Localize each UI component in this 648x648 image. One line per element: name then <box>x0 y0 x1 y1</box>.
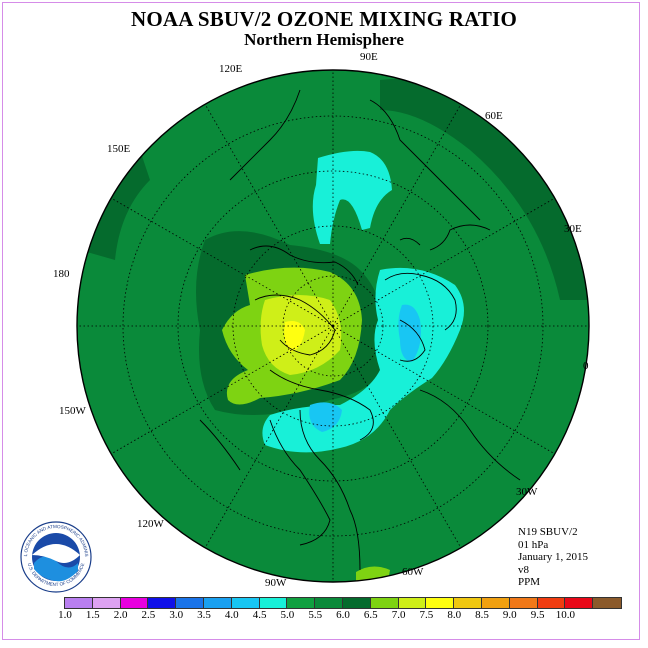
lon-label-90w: 90W <box>265 577 287 589</box>
colorbar-tick-label: 8.0 <box>447 609 462 621</box>
colorbar-swatch <box>148 598 177 608</box>
pressure-level: 01 hPa <box>518 538 549 551</box>
noaa-logo: NOAA NATIONAL OCEANIC AND ATMOSPHERIC AD… <box>20 521 92 593</box>
ozone-field <box>77 70 589 582</box>
colorbar-tick-label: 6.0 <box>336 609 350 621</box>
colorbar-swatch <box>203 598 232 608</box>
colorbar-swatch <box>259 598 288 608</box>
ozone-band-7.5 <box>284 321 305 352</box>
colorbar-swatch <box>426 598 455 608</box>
date-label: January 1, 2015 <box>518 551 588 564</box>
colorbar-swatch <box>565 598 594 608</box>
colorbar-swatch <box>481 598 510 608</box>
map-subtitle: Northern Hemisphere <box>244 30 404 49</box>
ozone-band-6.0-west <box>80 150 150 260</box>
colorbar-tick-label: 5.5 <box>308 609 323 621</box>
colorbar-tick-label: 2.0 <box>113 609 128 621</box>
colorbar-tick-label: 9.0 <box>502 609 517 621</box>
colorbar-swatch <box>342 598 371 608</box>
colorbar-tick-label: 7.5 <box>419 609 434 621</box>
colorbar <box>64 597 622 609</box>
colorbar-tick-label: 1.5 <box>85 609 100 621</box>
lon-label-60w: 60W <box>402 566 424 578</box>
colorbar-tick-label: 5.0 <box>280 609 295 621</box>
units-label: PPM <box>518 576 541 589</box>
colorbar-tick-label: 3.0 <box>169 609 184 621</box>
ozone-band-4.0-east <box>398 304 421 362</box>
graticule <box>77 70 589 582</box>
colorbar-tick-label: 4.0 <box>224 609 239 621</box>
coastlines <box>199 89 521 571</box>
colorbar-swatch <box>120 598 149 608</box>
colorbar-tick-label: 2.5 <box>141 609 156 621</box>
colorbar-tick-label: 4.5 <box>252 609 267 621</box>
ozone-band-6.0-north <box>380 78 589 300</box>
ozone-band-4.5-north <box>312 150 392 244</box>
colorbar-tick-label: 6.5 <box>363 609 378 621</box>
lon-label-60e: 60E <box>485 110 503 122</box>
colorbar-tick-label: 8.5 <box>475 609 489 621</box>
version-label: v8 <box>518 563 529 576</box>
colorbar-swatch <box>398 598 427 608</box>
map-title: NOAA SBUV/2 OZONE MIXING RATIO <box>131 7 517 31</box>
colorbar-tick-label: 1.0 <box>58 609 72 621</box>
colorbar-swatch <box>509 598 538 608</box>
instrument-label: N19 SBUV/2 <box>518 526 578 538</box>
lon-label-90e: 90E <box>360 51 378 63</box>
plot-frame <box>2 2 640 640</box>
lon-label-180: 180 <box>53 268 70 280</box>
colorbar-swatch <box>370 598 399 608</box>
colorbar-swatch <box>65 598 93 608</box>
colorbar-tick-label: 10.0 <box>555 609 576 621</box>
logo-text: NOAA <box>40 547 72 559</box>
data-info: N19 SBUV/2 01 hPa January 1, 2015 v8 PPM <box>518 526 588 589</box>
map-border <box>76 69 590 583</box>
colorbar-swatch <box>315 598 343 608</box>
colorbar-swatch <box>92 598 121 608</box>
lon-label-30w: 30W <box>516 486 538 498</box>
lon-label-120e: 120E <box>219 63 243 75</box>
colorbar-swatch <box>231 598 260 608</box>
colorbar-swatch <box>537 598 566 608</box>
lon-label-150e: 150E <box>107 143 131 155</box>
colorbar-tick-label: 9.5 <box>530 609 545 621</box>
lon-label-120w: 120W <box>137 518 164 530</box>
lon-label-150w: 150W <box>59 405 86 417</box>
colorbar-swatch <box>593 598 621 608</box>
colorbar-tick-label: 3.5 <box>197 609 211 621</box>
lon-label-0: 0 <box>583 360 589 372</box>
colorbar-tick-label: 7.0 <box>391 609 406 621</box>
colorbar-swatch <box>454 598 482 608</box>
colorbar-swatch <box>176 598 204 608</box>
colorbar-swatch <box>287 598 316 608</box>
colorbar-ticks: 1.0 1.5 2.0 2.5 3.0 3.5 4.0 4.5 5.0 5.5 6.0 6.5 7.0 7… <box>0 609 648 623</box>
lon-label-30e: 30E <box>564 223 582 235</box>
